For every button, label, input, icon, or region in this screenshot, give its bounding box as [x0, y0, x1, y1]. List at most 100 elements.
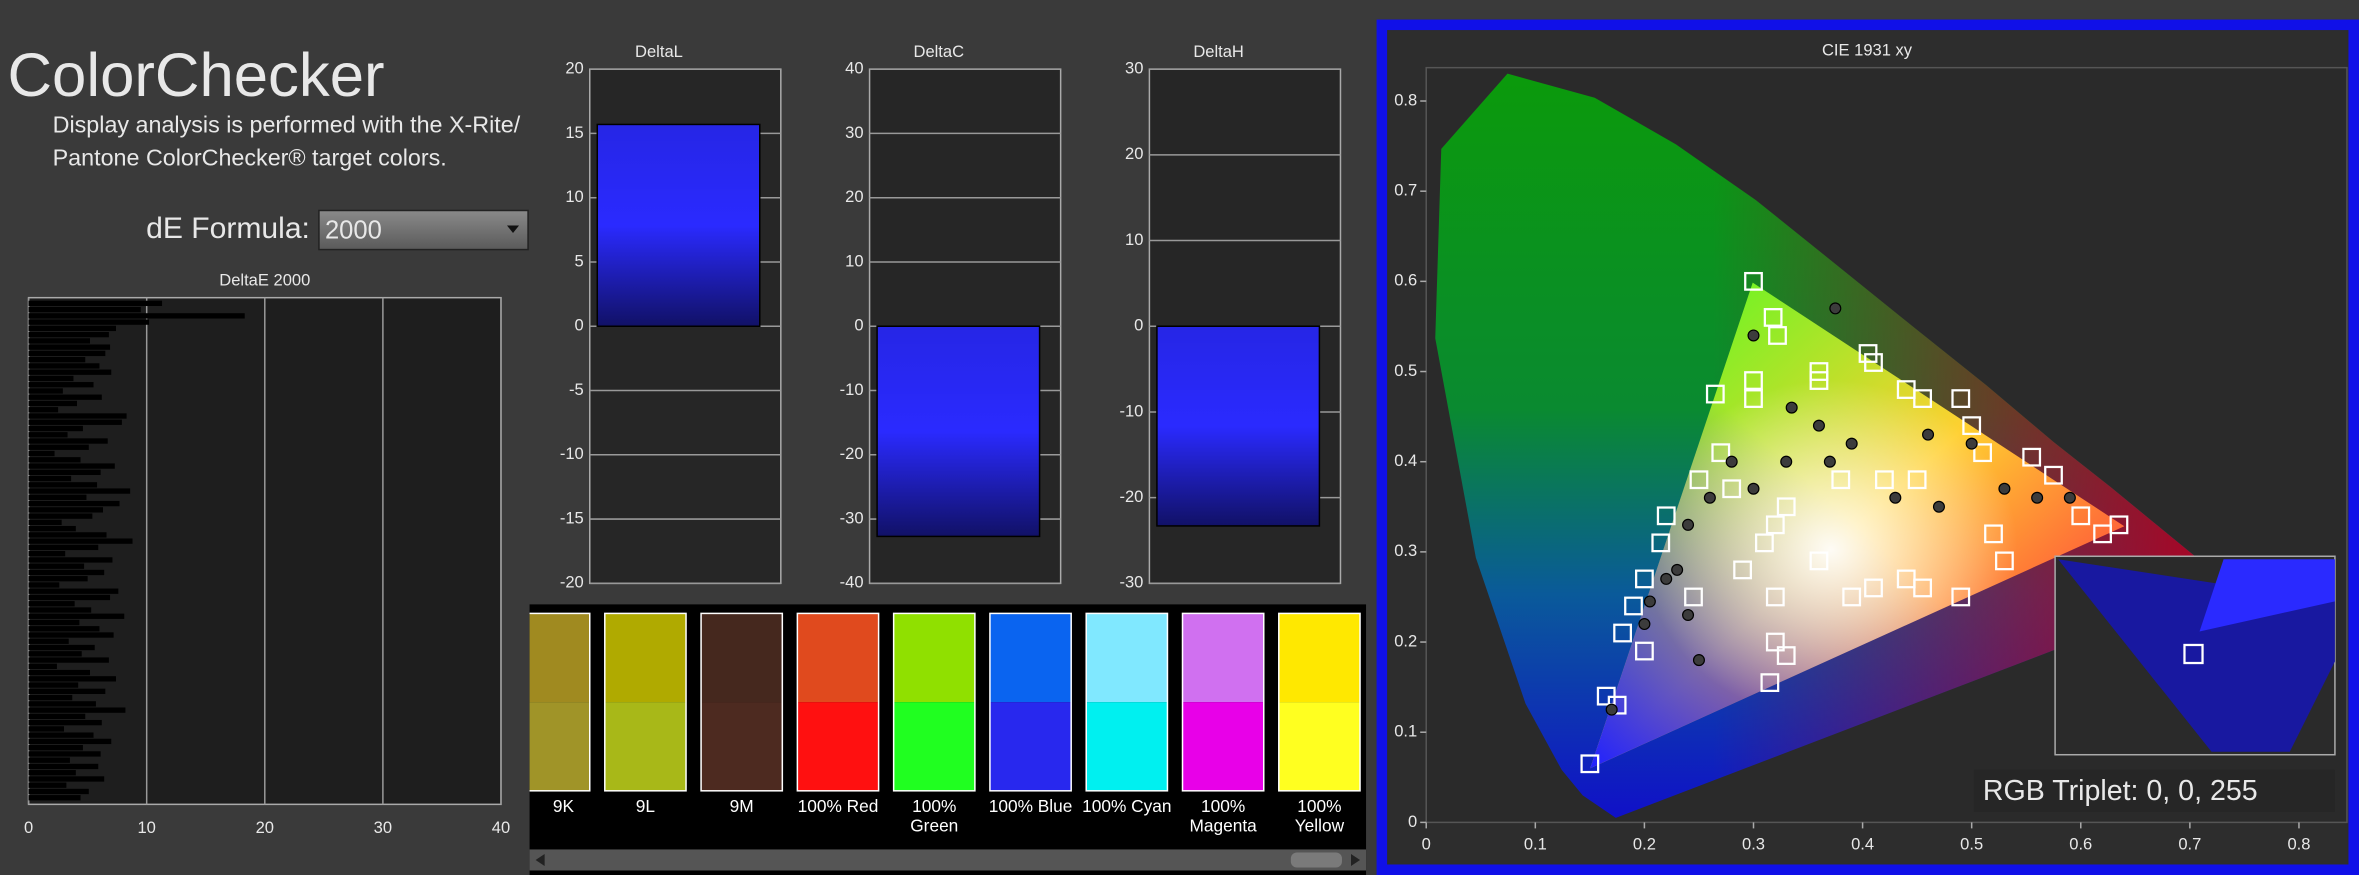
swatch-label: 100% Blue — [988, 798, 1073, 817]
swatch-frame — [796, 612, 880, 792]
point-square — [1907, 470, 1927, 490]
bar — [28, 444, 89, 450]
point-square — [1722, 479, 1742, 499]
bar — [28, 619, 80, 626]
swatch-measured — [797, 702, 879, 791]
bar — [28, 425, 83, 432]
scroll-right[interactable] — [1351, 853, 1361, 866]
bar — [28, 344, 111, 350]
scroll-thumb[interactable] — [1290, 852, 1342, 868]
bar — [28, 757, 70, 763]
y-tick-label: 10 — [565, 187, 583, 206]
scrollbar[interactable] — [529, 849, 1367, 871]
bar — [28, 719, 102, 726]
bar — [28, 513, 93, 519]
bar — [28, 463, 115, 469]
y-tick-label: -40 — [840, 573, 864, 592]
bar — [28, 419, 122, 425]
bar — [28, 763, 99, 770]
y-tick-label: 0.8 — [1394, 90, 1417, 109]
bar — [28, 532, 107, 538]
y-tick-label: -20 — [560, 573, 584, 592]
page-title: ColorChecker — [8, 41, 385, 110]
bar — [28, 388, 63, 394]
scroll-left[interactable] — [535, 853, 545, 866]
point-square — [1744, 389, 1763, 408]
bar — [28, 482, 98, 488]
point-circle — [1660, 572, 1673, 585]
bar — [28, 576, 88, 582]
point-circle — [1932, 500, 1945, 513]
bar — [28, 795, 81, 801]
bar — [28, 582, 60, 588]
swatch-frame — [700, 612, 784, 792]
point-square — [1765, 587, 1785, 607]
bar — [28, 306, 141, 313]
y-tick-label: -5 — [569, 380, 584, 399]
y-tick-label: 0.7 — [1394, 181, 1417, 200]
bar — [28, 726, 65, 732]
point-circle — [1998, 482, 2011, 495]
bar — [28, 500, 120, 507]
bar — [28, 569, 105, 576]
cie-points — [1580, 271, 2129, 774]
y-tick-label: 30 — [1125, 59, 1143, 78]
x-tick-label: 0.4 — [1851, 834, 1874, 853]
dropdown-box[interactable] — [318, 209, 529, 251]
swatch-frame — [1278, 612, 1361, 792]
point-square — [1913, 578, 1932, 598]
scroll-track[interactable] — [529, 849, 1367, 871]
bar — [28, 751, 101, 757]
point-circle — [1747, 329, 1760, 342]
bar — [28, 551, 66, 557]
bar — [28, 394, 102, 400]
swatch-measured — [1182, 702, 1264, 791]
y-tick-label: 40 — [845, 59, 863, 78]
point-circle — [1643, 595, 1656, 608]
dropdown-value[interactable]: 2000 — [325, 216, 382, 244]
swatch-frame — [1181, 612, 1265, 792]
formula-dropdown[interactable]: 2000 — [318, 209, 529, 251]
point-square — [1711, 443, 1731, 463]
bar — [28, 507, 103, 513]
point-square — [1763, 308, 1783, 327]
y-tick-label: 0.1 — [1394, 722, 1417, 741]
y-tick-label: 0.3 — [1394, 541, 1417, 560]
bar — [28, 663, 57, 669]
point-square — [2044, 465, 2063, 485]
y-tick-label: 0 — [575, 316, 584, 335]
bar-shade — [877, 326, 1040, 537]
point-circle — [1692, 654, 1705, 667]
swatch-measured — [893, 702, 975, 791]
point-circle — [1682, 608, 1695, 622]
swatch-frame — [989, 612, 1072, 792]
x-tick-label: 20 — [256, 818, 274, 837]
dropdown-arrow[interactable] — [507, 225, 520, 234]
point-circle — [1889, 491, 1902, 504]
point-square — [1656, 506, 1676, 526]
y-tick-label: 0.2 — [1394, 631, 1417, 650]
chart-title: DeltaL — [635, 42, 683, 61]
bar — [28, 713, 86, 720]
bar — [28, 488, 131, 494]
swatch-frame — [529, 612, 591, 792]
swatch-target — [1278, 613, 1361, 703]
y-tick-label: 10 — [1125, 230, 1143, 249]
swatch-label: 9M — [729, 798, 754, 817]
bar — [28, 369, 112, 375]
x-tick-label: 0.1 — [1524, 834, 1547, 853]
bar — [28, 644, 95, 651]
y-tick-label: 5 — [575, 251, 584, 270]
point-circle — [2063, 491, 2076, 504]
point-circle — [1638, 617, 1651, 631]
y-tick-label: -20 — [840, 444, 864, 463]
bar — [28, 745, 83, 751]
point-square — [1875, 470, 1894, 490]
bar — [28, 588, 119, 594]
y-tick-label: 0.4 — [1394, 451, 1417, 470]
point-square — [1864, 353, 1883, 372]
bar — [28, 657, 109, 663]
swatch-label: 100% Green — [910, 798, 959, 836]
point-square — [1973, 443, 1992, 463]
